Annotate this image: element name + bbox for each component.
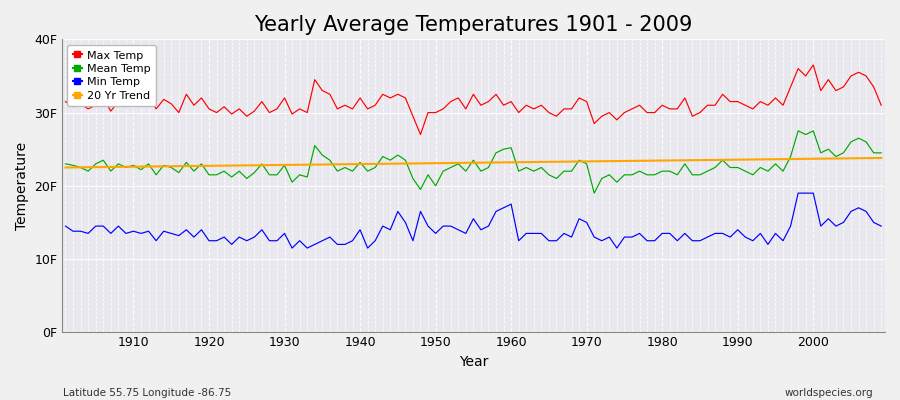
Text: Latitude 55.75 Longitude -86.75: Latitude 55.75 Longitude -86.75 — [63, 388, 231, 398]
Y-axis label: Temperature: Temperature — [15, 142, 29, 230]
Legend: Max Temp, Mean Temp, Min Temp, 20 Yr Trend: Max Temp, Mean Temp, Min Temp, 20 Yr Tre… — [68, 45, 157, 106]
X-axis label: Year: Year — [459, 355, 488, 369]
Title: Yearly Average Temperatures 1901 - 2009: Yearly Average Temperatures 1901 - 2009 — [254, 15, 692, 35]
Text: worldspecies.org: worldspecies.org — [785, 388, 873, 398]
